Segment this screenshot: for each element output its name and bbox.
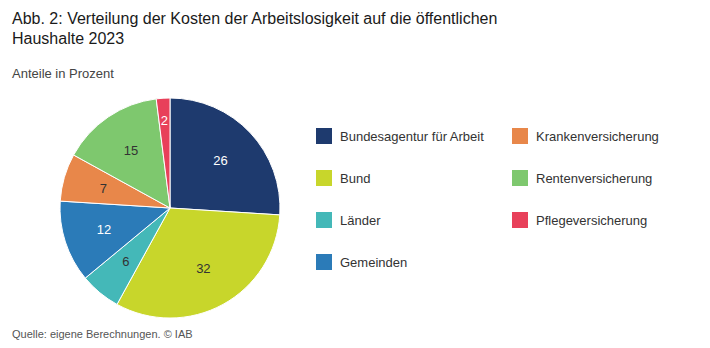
data-label: 6	[122, 254, 129, 269]
data-labels: 26 32 6 12 7 15 2	[97, 113, 228, 277]
legend-swatch	[316, 212, 332, 228]
pie-slice	[170, 98, 280, 215]
pie	[60, 98, 280, 318]
pie-slice	[74, 99, 170, 208]
legend-entry: Länder	[340, 213, 381, 228]
legend: Bundesagentur für Arbeit Bund Länder Gemein…	[316, 128, 659, 270]
legend-entry: Bundesagentur für Arbeit	[340, 129, 484, 144]
footer: Quelle: eigene Berechnungen. © IAB	[12, 328, 193, 340]
data-label: 2	[161, 113, 168, 128]
legend-entry: Rentenversicherung	[536, 171, 652, 186]
legend-swatch	[316, 170, 332, 186]
pie-slice	[60, 201, 170, 278]
legend-swatch	[512, 212, 528, 228]
subtitle: Anteile in Prozent	[12, 66, 114, 81]
legend-swatch	[316, 254, 332, 270]
data-label: 12	[97, 222, 111, 237]
legend-swatch	[512, 128, 528, 144]
legend-entry: Pflegeversicherung	[536, 213, 647, 228]
data-label: 7	[100, 181, 107, 196]
data-label: 32	[196, 261, 210, 276]
legend-swatch	[316, 128, 332, 144]
legend-entry: Gemeinden	[340, 255, 407, 270]
data-label: 26	[213, 153, 227, 168]
pie-slice	[156, 98, 170, 208]
chart: Abb. 2: Verteilung der Kosten der Arbeit…	[0, 0, 710, 348]
data-label: 15	[124, 143, 138, 158]
legend-entry: Bund	[340, 171, 370, 186]
legend-entry: Krankenversicherung	[536, 129, 659, 144]
title: Abb. 2: Verteilung der Kosten der Arbeit…	[12, 10, 497, 47]
legend-swatch	[512, 170, 528, 186]
